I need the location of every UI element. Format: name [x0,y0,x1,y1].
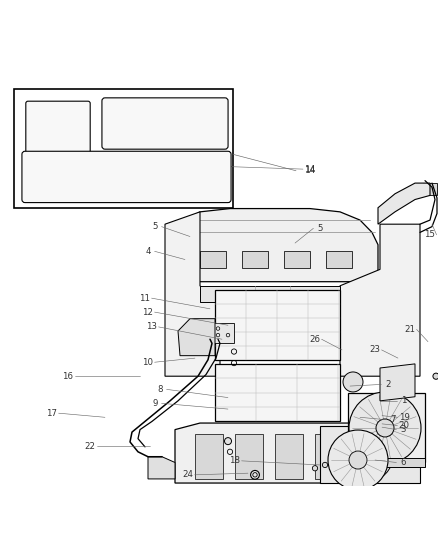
Bar [32,163,100,194]
Polygon shape [165,212,220,376]
Bar [200,251,226,268]
Bar [320,425,420,483]
Circle shape [225,438,232,445]
Text: 16: 16 [63,372,74,381]
Polygon shape [378,183,430,224]
Bar [284,251,311,268]
Bar [423,183,437,196]
Bar [326,251,353,268]
Circle shape [158,158,162,162]
FancyBboxPatch shape [22,151,231,203]
Polygon shape [380,364,415,401]
Text: 9: 9 [152,399,158,408]
Circle shape [251,471,259,479]
Bar [54,126,80,146]
Bar [348,393,425,463]
Text: 14: 14 [305,165,316,174]
Bar [275,434,303,479]
Text: 10: 10 [142,358,153,367]
Bar [235,434,263,479]
Bar [355,434,383,479]
Text: 12: 12 [142,308,153,317]
Bar [14,88,233,208]
Text: 23: 23 [370,345,381,354]
Bar [108,163,175,194]
Text: 3: 3 [400,425,406,434]
Circle shape [343,372,363,392]
Circle shape [332,466,337,471]
Bar [184,327,205,343]
Text: 13: 13 [146,322,158,332]
Text: 7: 7 [390,415,396,424]
Text: 8: 8 [157,385,163,394]
Circle shape [322,462,328,467]
Text: 21: 21 [405,325,416,334]
Bar [242,251,268,268]
Text: 15: 15 [424,230,435,239]
Circle shape [58,158,62,162]
Text: 19: 19 [399,413,410,422]
Text: 2: 2 [385,380,391,389]
Circle shape [433,373,438,379]
Text: 14: 14 [305,166,316,175]
FancyBboxPatch shape [102,98,228,149]
Bar [215,290,340,360]
Circle shape [312,466,318,471]
Polygon shape [340,224,420,376]
Circle shape [118,158,122,162]
Circle shape [328,430,388,490]
Text: 24: 24 [183,470,194,479]
Bar [115,109,215,130]
Polygon shape [178,319,215,356]
Text: 4: 4 [145,247,151,256]
Circle shape [349,451,367,469]
Bar [208,323,234,343]
Text: 5: 5 [152,222,158,231]
Bar [215,364,340,422]
FancyBboxPatch shape [26,101,90,163]
Circle shape [349,392,421,464]
Text: 20: 20 [399,421,410,430]
Polygon shape [168,208,378,282]
Bar [182,163,220,194]
Bar [348,458,425,466]
Bar [315,434,343,479]
Circle shape [376,419,394,437]
Text: 18: 18 [230,456,240,465]
Text: 11: 11 [139,294,151,303]
Text: 5: 5 [317,224,323,233]
Text: 22: 22 [85,441,95,450]
Bar [200,286,340,302]
Bar [36,126,48,138]
Text: 17: 17 [46,409,57,418]
Text: 6: 6 [400,458,406,467]
Polygon shape [148,457,175,479]
Polygon shape [175,423,420,483]
Text: 26: 26 [310,335,321,344]
Text: 1: 1 [401,397,407,406]
Circle shape [191,345,200,354]
Bar [195,434,223,479]
